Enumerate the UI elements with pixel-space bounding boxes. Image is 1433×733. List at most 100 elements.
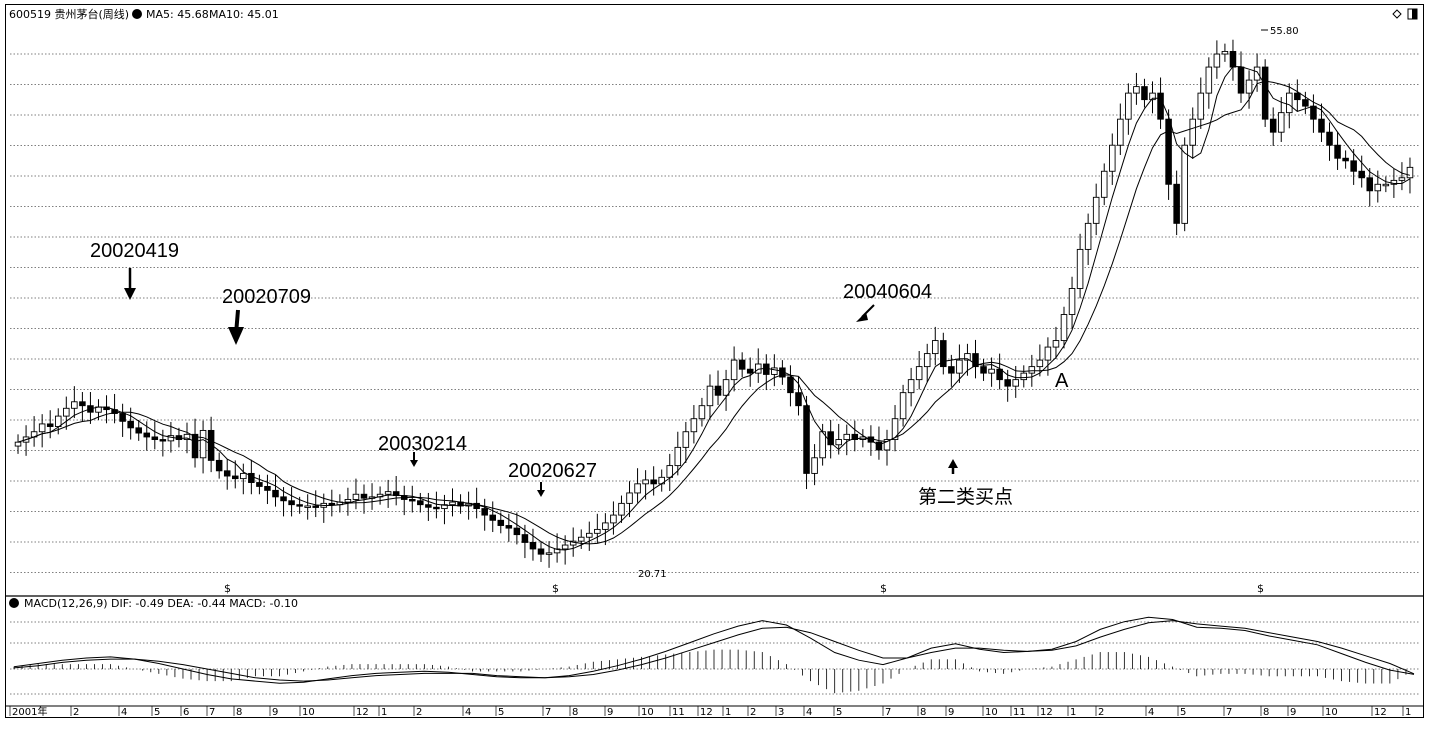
candle-body bbox=[803, 405, 810, 474]
x-tick-label: 11 bbox=[672, 707, 685, 718]
candle-body bbox=[63, 407, 70, 417]
x-tick-label: 5 bbox=[498, 707, 504, 718]
x-tick-label: 4 bbox=[806, 707, 812, 718]
candle-body bbox=[891, 418, 899, 441]
candle-body bbox=[972, 353, 979, 368]
candle-body bbox=[328, 502, 336, 506]
candle-body bbox=[811, 457, 818, 474]
candle-body bbox=[594, 528, 601, 534]
candle-body bbox=[1084, 222, 1092, 250]
candle-body bbox=[1060, 314, 1068, 342]
candle-body bbox=[1269, 118, 1277, 133]
candle-body bbox=[199, 429, 207, 459]
arrow-20020709-icon bbox=[228, 327, 244, 345]
x-tick-label: 7 bbox=[545, 707, 551, 718]
annotation-20020419: 20020419 bbox=[90, 240, 179, 262]
candle-body bbox=[610, 514, 617, 524]
candle-body bbox=[577, 536, 585, 542]
x-tick-label: 2001年 bbox=[12, 705, 47, 718]
candle-body bbox=[1149, 92, 1156, 101]
candle-body bbox=[1165, 118, 1172, 185]
ma10-line bbox=[17, 80, 1411, 545]
candle-body bbox=[1181, 144, 1188, 224]
candle-body bbox=[940, 340, 947, 368]
candle-body bbox=[1173, 183, 1180, 224]
candle-body bbox=[14, 441, 22, 447]
candle-body bbox=[521, 534, 529, 543]
x-tick-label: 12 bbox=[1374, 707, 1387, 718]
ma5-line bbox=[17, 66, 1411, 551]
candle-body bbox=[312, 505, 319, 508]
candle-body bbox=[497, 519, 505, 526]
macd-label: MACD(12,26,9) DIF: -0.49 DEA: -0.44 MACD… bbox=[24, 597, 298, 610]
candle-body bbox=[1310, 105, 1317, 120]
candle-body bbox=[529, 541, 537, 550]
candle-body bbox=[183, 433, 191, 441]
candle-body bbox=[1253, 66, 1261, 81]
candle-body bbox=[650, 479, 657, 485]
candle-body bbox=[561, 544, 569, 550]
arrow-20040604-icon bbox=[856, 312, 868, 322]
x-tick-label: 9 bbox=[607, 707, 613, 718]
x-tick-label: 10 bbox=[641, 707, 654, 718]
candle-body bbox=[1294, 92, 1301, 101]
diamond-icon[interactable] bbox=[1392, 9, 1402, 19]
candle-body bbox=[763, 363, 770, 375]
candle-body bbox=[1406, 166, 1414, 179]
arrow-20030214-icon bbox=[410, 460, 418, 467]
candle-body bbox=[240, 472, 247, 480]
annotation-20030214: 20030214 bbox=[378, 433, 467, 455]
candle-body bbox=[1125, 92, 1132, 120]
x-tick-label: 4 bbox=[1148, 707, 1154, 718]
candle-body bbox=[795, 392, 802, 407]
candle-body bbox=[449, 501, 456, 506]
candle-body bbox=[1334, 144, 1341, 159]
candle-body bbox=[1302, 99, 1309, 107]
ma10-label: MA10: 45.01 bbox=[209, 8, 279, 21]
candle-body bbox=[264, 485, 271, 491]
candle-body bbox=[38, 423, 46, 433]
candle-body bbox=[1036, 359, 1044, 368]
candle-body bbox=[722, 379, 730, 396]
candle-body bbox=[143, 432, 151, 438]
candle-body bbox=[1205, 66, 1213, 94]
candle-body bbox=[1068, 288, 1076, 315]
settings-circle-icon[interactable] bbox=[9, 598, 19, 608]
candle-body bbox=[352, 493, 360, 500]
candle-body bbox=[1286, 92, 1293, 114]
candle-body bbox=[1076, 248, 1084, 289]
candle-body bbox=[167, 435, 175, 442]
candle-body bbox=[948, 366, 955, 374]
candle-body bbox=[1237, 66, 1245, 94]
candle-body bbox=[843, 433, 851, 441]
candle-body bbox=[706, 385, 714, 407]
candle-body bbox=[71, 401, 78, 409]
price-high-label: 55.80 bbox=[1270, 26, 1299, 37]
candle-body bbox=[231, 475, 239, 480]
candle-body bbox=[272, 489, 279, 498]
candle-body bbox=[1133, 86, 1140, 94]
annotation-20040604: 20040604 bbox=[843, 281, 932, 303]
candle-body bbox=[1326, 131, 1333, 146]
candle-body bbox=[79, 401, 86, 407]
x-tick-label: 1 bbox=[381, 707, 387, 718]
candle-body bbox=[658, 476, 665, 485]
candle-body bbox=[996, 368, 1003, 381]
candle-body bbox=[296, 504, 303, 507]
candle-body bbox=[505, 525, 513, 529]
settings-circle-icon[interactable] bbox=[132, 9, 142, 19]
candle-body bbox=[738, 359, 746, 370]
candle-body bbox=[907, 379, 915, 394]
x-tick-label: 10 bbox=[302, 707, 315, 718]
candle-body bbox=[409, 499, 416, 502]
dividend-marker-icon: $ bbox=[1257, 582, 1264, 595]
candle-body bbox=[513, 527, 521, 536]
candle-body bbox=[642, 479, 649, 485]
candle-body bbox=[730, 359, 738, 381]
stock-title: 600519 贵州茅台(周线) bbox=[9, 7, 129, 21]
candle-body bbox=[223, 470, 231, 477]
candle-body bbox=[883, 439, 891, 451]
x-tick-label: 7 bbox=[1226, 707, 1232, 718]
x-tick-label: 2 bbox=[73, 707, 79, 718]
candle-body bbox=[980, 366, 987, 374]
